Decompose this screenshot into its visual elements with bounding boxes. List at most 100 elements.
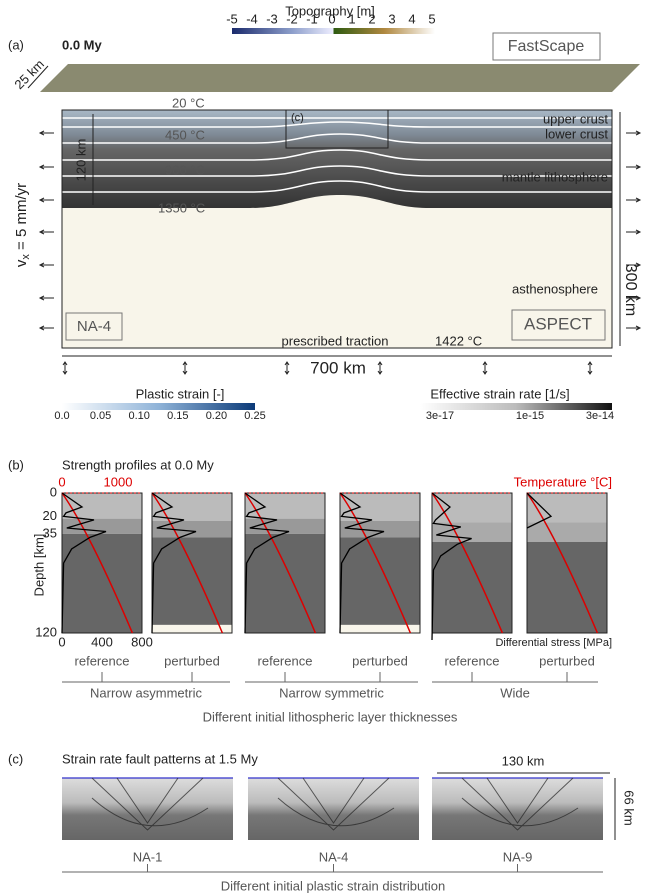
colorbar-tick: 1e-15: [516, 410, 544, 422]
temperature: 450 °C: [165, 127, 205, 142]
velocity-symbol: v: [13, 259, 30, 267]
code: ASPECT: [524, 314, 592, 333]
colorbar-tick: 0.20: [206, 410, 227, 422]
strength: [244, 492, 290, 634]
faults: [461, 777, 579, 831]
colorbar-tick: 2: [368, 11, 375, 26]
width: 130 km: [502, 753, 545, 768]
traction-arrow: [626, 295, 642, 301]
depth-tick: 35: [43, 525, 57, 540]
traction-arrow: [626, 130, 642, 136]
fastscape: FastScape: [508, 38, 585, 55]
panel-label: (b): [8, 457, 24, 472]
mantle: [245, 533, 325, 633]
velocity-subscript: x: [20, 254, 32, 260]
faults: [277, 777, 395, 831]
strength: [339, 492, 385, 634]
colorbar-title: Plastic strain [-]: [136, 386, 225, 401]
mantle: [432, 542, 512, 633]
traction-arrow: [626, 164, 642, 170]
colorbar-tick: -2: [286, 11, 298, 26]
group-label: Narrow symmetric: [279, 685, 384, 700]
colorbar-tick: 3e-14: [586, 410, 614, 422]
group-label: Narrow asymmetric: [90, 685, 202, 700]
depth-tick: 120: [35, 624, 57, 639]
group-label: Wide: [500, 685, 530, 700]
profile-label: perturbed: [539, 653, 595, 668]
time: 0.0 My: [62, 37, 103, 52]
colorbar-tick: -5: [226, 11, 238, 26]
upper-crust: [245, 493, 325, 519]
geotherm: [151, 492, 224, 634]
isotherms: [62, 117, 612, 193]
surface-arrow: [62, 361, 68, 375]
surface-arrow: [377, 361, 383, 375]
model-label: NA-4: [319, 849, 349, 864]
mantle: [62, 533, 142, 633]
traction-arrow: [626, 262, 642, 268]
traction-arrow: [626, 197, 642, 203]
mantle: [152, 537, 232, 633]
lithosphere: [62, 110, 612, 208]
model-box: [65, 312, 123, 341]
depth-label: Depth [km]: [31, 534, 46, 597]
panel-title: Strength profiles at 0.0 My: [62, 457, 214, 472]
colorbar-tick: 0.0: [54, 410, 69, 422]
strength: [431, 492, 472, 641]
model: NA-4: [77, 318, 111, 335]
inset-box: [285, 109, 389, 149]
geotherm: [339, 492, 412, 634]
footer: Different initial lithospheric layer thi…: [203, 709, 458, 724]
panel-label: (a): [8, 37, 24, 52]
faults: [91, 777, 209, 831]
colorbar-tick: -1: [306, 11, 318, 26]
traction-arrow: [38, 295, 54, 301]
temperature: 20 °C: [172, 95, 205, 110]
surface-arrow: [482, 361, 488, 375]
colorbar-tick: 5: [428, 11, 435, 26]
upper-crust: [527, 493, 607, 523]
profile-label: reference: [258, 653, 313, 668]
stress-tick: 0: [58, 634, 65, 649]
colorbar-tick: 0: [328, 11, 335, 26]
traction-arrow: [626, 325, 642, 331]
profile-label: reference: [75, 653, 130, 668]
colorbar-tick: 1: [348, 11, 355, 26]
upper-crust: [152, 493, 232, 521]
topo-colorbar: [232, 28, 435, 34]
depth: 300 km: [622, 264, 639, 316]
upper-crust: [340, 493, 420, 521]
stress-tick: 800: [131, 634, 153, 649]
colorbar: [62, 403, 255, 410]
panel-label: (c): [8, 751, 23, 766]
depth: 66 km: [622, 790, 637, 825]
colorbar-tick: 3: [388, 11, 395, 26]
traction-arrow: [38, 262, 54, 268]
colorbar-tick: 0.10: [128, 410, 149, 422]
velocity: vx = 5 mm/yr: [13, 183, 32, 267]
topo-surface: [40, 64, 640, 92]
geotherm: [431, 492, 504, 634]
mantle: [340, 537, 420, 633]
profile-label: perturbed: [352, 653, 408, 668]
temperature: 900 °C: [165, 162, 205, 177]
lower-crust: [527, 522, 607, 542]
layer-label: upper crust: [543, 111, 608, 126]
stress-label: Differential stress [MPa]: [495, 637, 612, 649]
traction-arrow: [38, 164, 54, 170]
temperature: 1350 °C: [158, 200, 205, 215]
colorbar-title: Effective strain rate [1/s]: [430, 386, 569, 401]
traction-arrow: [626, 229, 642, 235]
asthenosphere: [340, 624, 420, 633]
thickness: 120 km: [73, 139, 88, 182]
strength: [61, 492, 107, 634]
lower-crust: [62, 518, 142, 534]
traction-arrow: [38, 229, 54, 235]
surface-arrow: [284, 361, 290, 375]
asthenosphere: [152, 624, 232, 633]
profile-label: reference: [445, 653, 500, 668]
footer: Different initial plastic strain distrib…: [221, 878, 445, 893]
model-label: NA-9: [503, 849, 533, 864]
colorbar-tick: 0.05: [90, 410, 111, 422]
